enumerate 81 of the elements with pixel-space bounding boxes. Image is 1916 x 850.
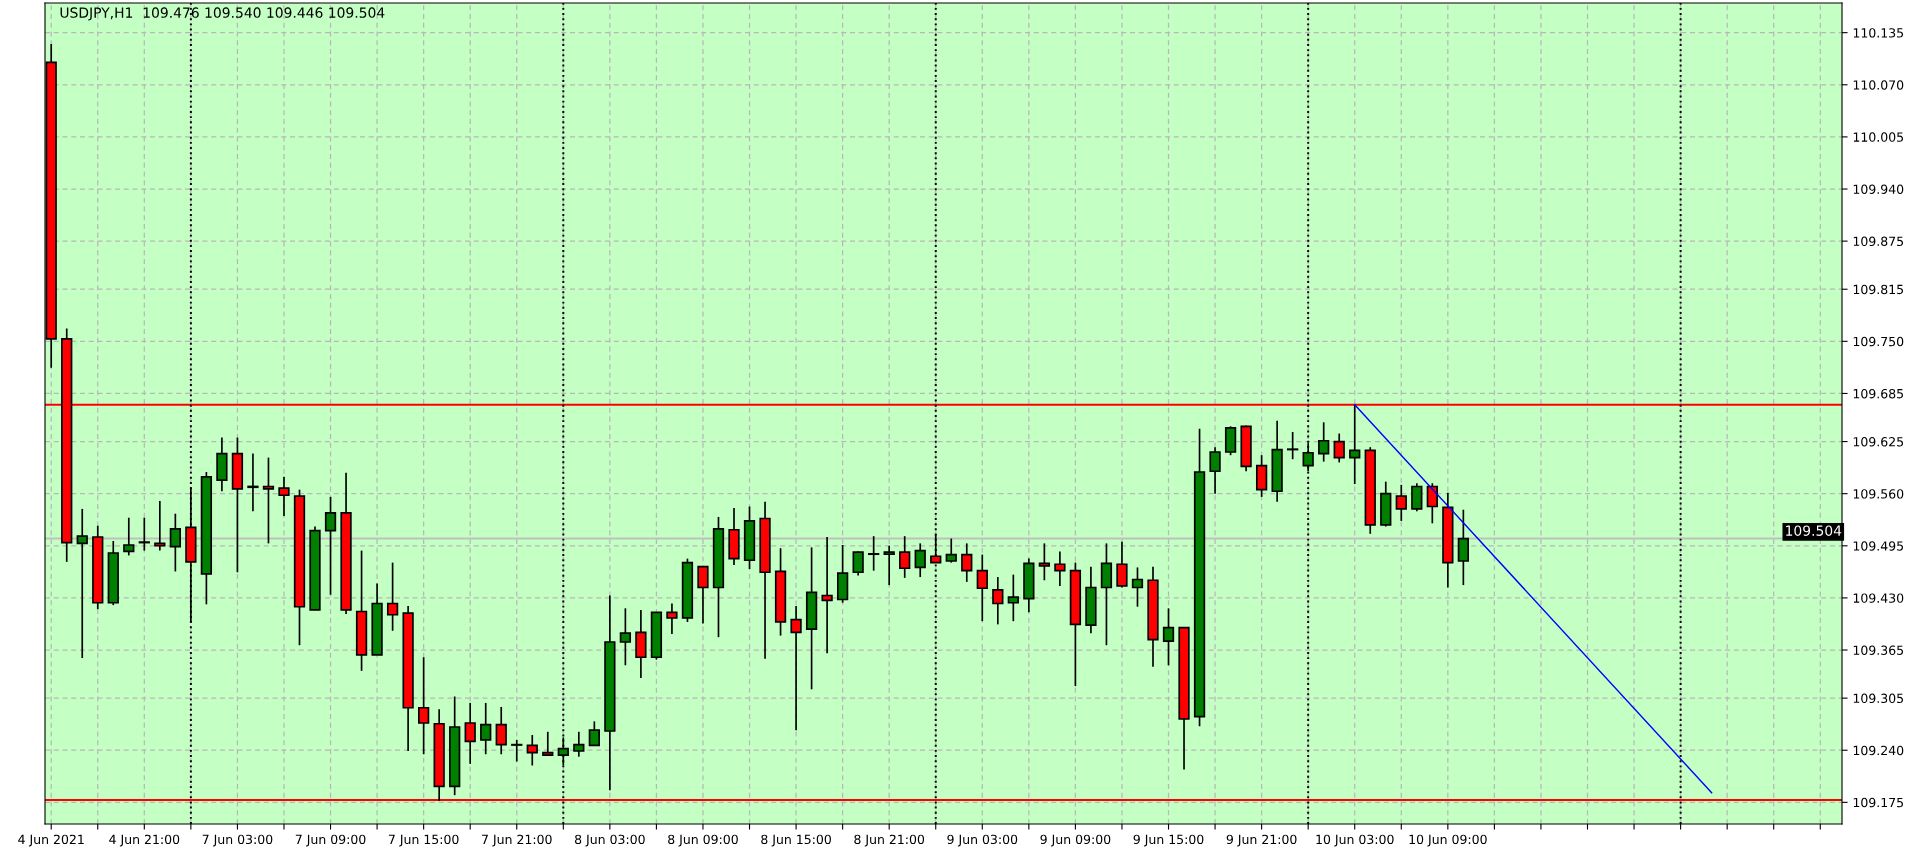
candlestick — [511, 738, 523, 763]
y-tick-label: 109.875 — [1853, 236, 1904, 247]
candlestick — [154, 500, 166, 552]
candlestick — [1318, 421, 1330, 463]
candlestick — [821, 536, 833, 655]
candlestick — [1457, 508, 1470, 586]
candlestick — [526, 734, 538, 767]
candlestick — [976, 553, 988, 622]
candlestick — [76, 508, 88, 659]
candlestick — [138, 516, 150, 552]
chart-title: USDJPY,H1 109.476 109.540 109.446 109.504 — [60, 7, 385, 21]
candlestick — [417, 656, 430, 756]
candlestick — [945, 537, 957, 564]
y-tick-label: 109.750 — [1853, 336, 1904, 347]
x-tick-label: 7 Jun 21:00 — [482, 834, 552, 847]
y-tick-label: 110.070 — [1853, 80, 1904, 90]
candlestick — [899, 535, 911, 579]
candlestick — [464, 702, 476, 765]
candlestick — [573, 730, 585, 758]
x-tick-label: 7 Jun 15:00 — [388, 834, 459, 847]
y-tick-label: 110.005 — [1853, 132, 1904, 142]
candlestick — [883, 544, 895, 586]
y-tick-label: 109.625 — [1853, 437, 1904, 447]
candlestick — [1162, 607, 1175, 667]
x-tick-label: 9 Jun 15:00 — [1133, 834, 1204, 847]
candlestick — [961, 542, 973, 583]
candlestick — [169, 512, 181, 573]
x-tick-label: 9 Jun 09:00 — [1040, 834, 1111, 847]
candlestick — [619, 607, 632, 667]
x-tick-label: 9 Jun 03:00 — [947, 834, 1018, 847]
candlestick — [123, 516, 135, 557]
x-tick-label: 10 Jun 09:00 — [1409, 834, 1487, 847]
candlestick — [1038, 542, 1051, 582]
x-tick-label: 7 Jun 09:00 — [295, 834, 366, 847]
y-tick-label: 110.135 — [1853, 28, 1904, 38]
x-tick-label: 8 Jun 09:00 — [668, 834, 738, 847]
x-tick-label: 8 Jun 03:00 — [574, 834, 645, 847]
candlestick — [480, 702, 492, 756]
y-tick-label: 109.305 — [1853, 693, 1904, 704]
y-tick-label: 109.495 — [1853, 541, 1904, 551]
y-tick-label: 109.560 — [1853, 489, 1904, 499]
y-tick-label: 109.240 — [1853, 745, 1904, 756]
candlestick — [588, 720, 600, 747]
candlestick — [1209, 446, 1221, 495]
y-tick-label: 109.685 — [1853, 388, 1904, 399]
candlestick — [1116, 540, 1128, 589]
candlestick — [914, 542, 926, 578]
candlestick — [1131, 566, 1144, 608]
candlestick — [324, 496, 337, 596]
candlestick — [1007, 573, 1019, 622]
y-tick-label: 109.430 — [1853, 593, 1904, 603]
candlestick — [666, 602, 678, 635]
candlestick — [542, 730, 554, 756]
candlestick — [1287, 431, 1299, 461]
candlestick — [386, 561, 399, 632]
candlestick — [868, 535, 880, 572]
candlestick — [247, 452, 259, 513]
x-tick-label: 10 Jun 03:00 — [1316, 834, 1394, 847]
candlestick — [790, 605, 802, 732]
candlestick — [495, 706, 507, 756]
candlestick — [1054, 550, 1066, 587]
candlestick — [1349, 403, 1361, 485]
y-tick-label: 109.815 — [1853, 284, 1904, 295]
candlestick — [278, 476, 290, 517]
candlestick — [697, 565, 709, 625]
candlestick — [852, 550, 864, 577]
ref-line-label: 109.504 — [1786, 525, 1842, 536]
y-tick-label: 109.940 — [1853, 184, 1904, 194]
candlestick — [992, 576, 1004, 626]
x-tick-label: 9 Jun 21:00 — [1226, 834, 1297, 847]
y-tick-label: 109.365 — [1853, 645, 1904, 655]
candlestick — [1333, 432, 1345, 464]
candlestick — [1411, 482, 1423, 513]
x-tick-label: 8 Jun 21:00 — [854, 834, 925, 847]
x-tick-label: 8 Jun 15:00 — [761, 834, 831, 847]
x-tick-label: 4 Jun 2021 — [18, 834, 84, 847]
candlestick — [262, 456, 275, 545]
candlestick — [1395, 484, 1407, 522]
x-tick-label: 7 Jun 03:00 — [202, 834, 273, 847]
x-tick-label: 4 Jun 21:00 — [109, 834, 180, 847]
y-tick-label: 109.175 — [1853, 797, 1904, 808]
